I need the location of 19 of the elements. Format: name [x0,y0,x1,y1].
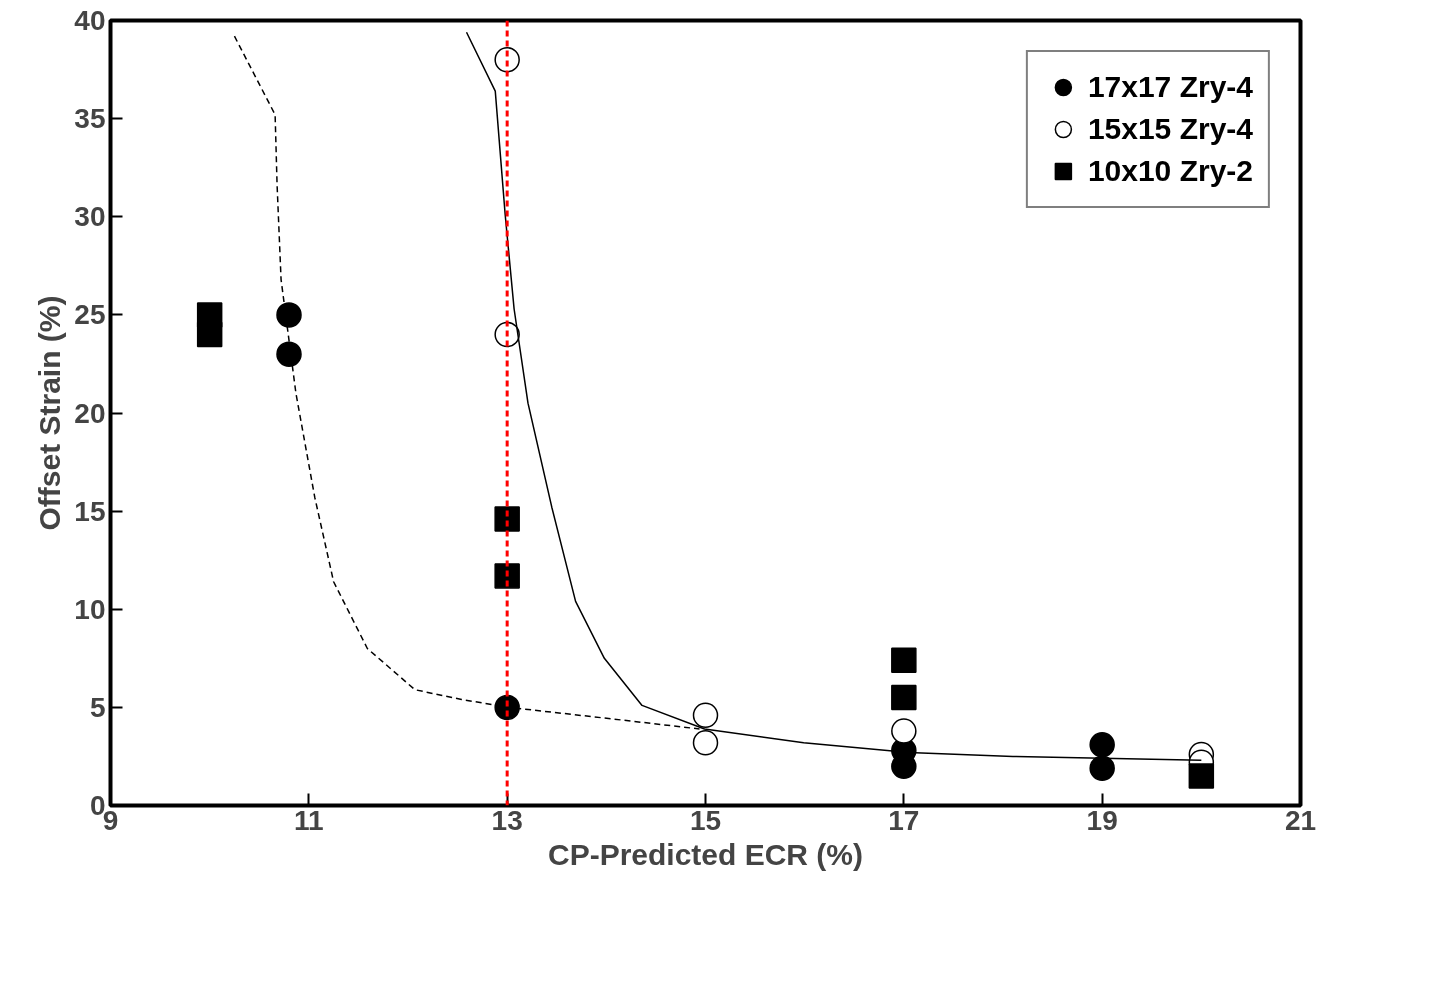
y-tick-label: 15 [74,495,106,527]
legend-label: 10x10 Zry-2 [1087,154,1253,188]
legend-label: 15x15 Zry-4 [1087,112,1253,146]
x-tick-label: 17 [888,804,920,836]
y-tick-label: 5 [89,691,106,723]
x-tick-label: 21 [1284,804,1317,836]
y-tick-label: 30 [74,201,106,233]
legend-label: 17x17 Zry-4 [1087,70,1253,104]
x-tick-label: 19 [1086,804,1118,836]
x-tick-label: 13 [491,804,523,836]
x-axis-title: CP-Predicted ECR (%) [547,837,864,871]
y-axis-title: Offset Strain (%) [33,295,67,531]
x-tick-label: 11 [294,804,324,836]
y-tick-label: 20 [74,397,106,429]
y-tick-label: 25 [74,299,106,331]
y-tick-label: 10 [74,593,106,625]
y-tick-label: 40 [74,5,106,36]
x-tick-label: 15 [689,804,722,836]
y-tick-label: 35 [74,103,106,135]
